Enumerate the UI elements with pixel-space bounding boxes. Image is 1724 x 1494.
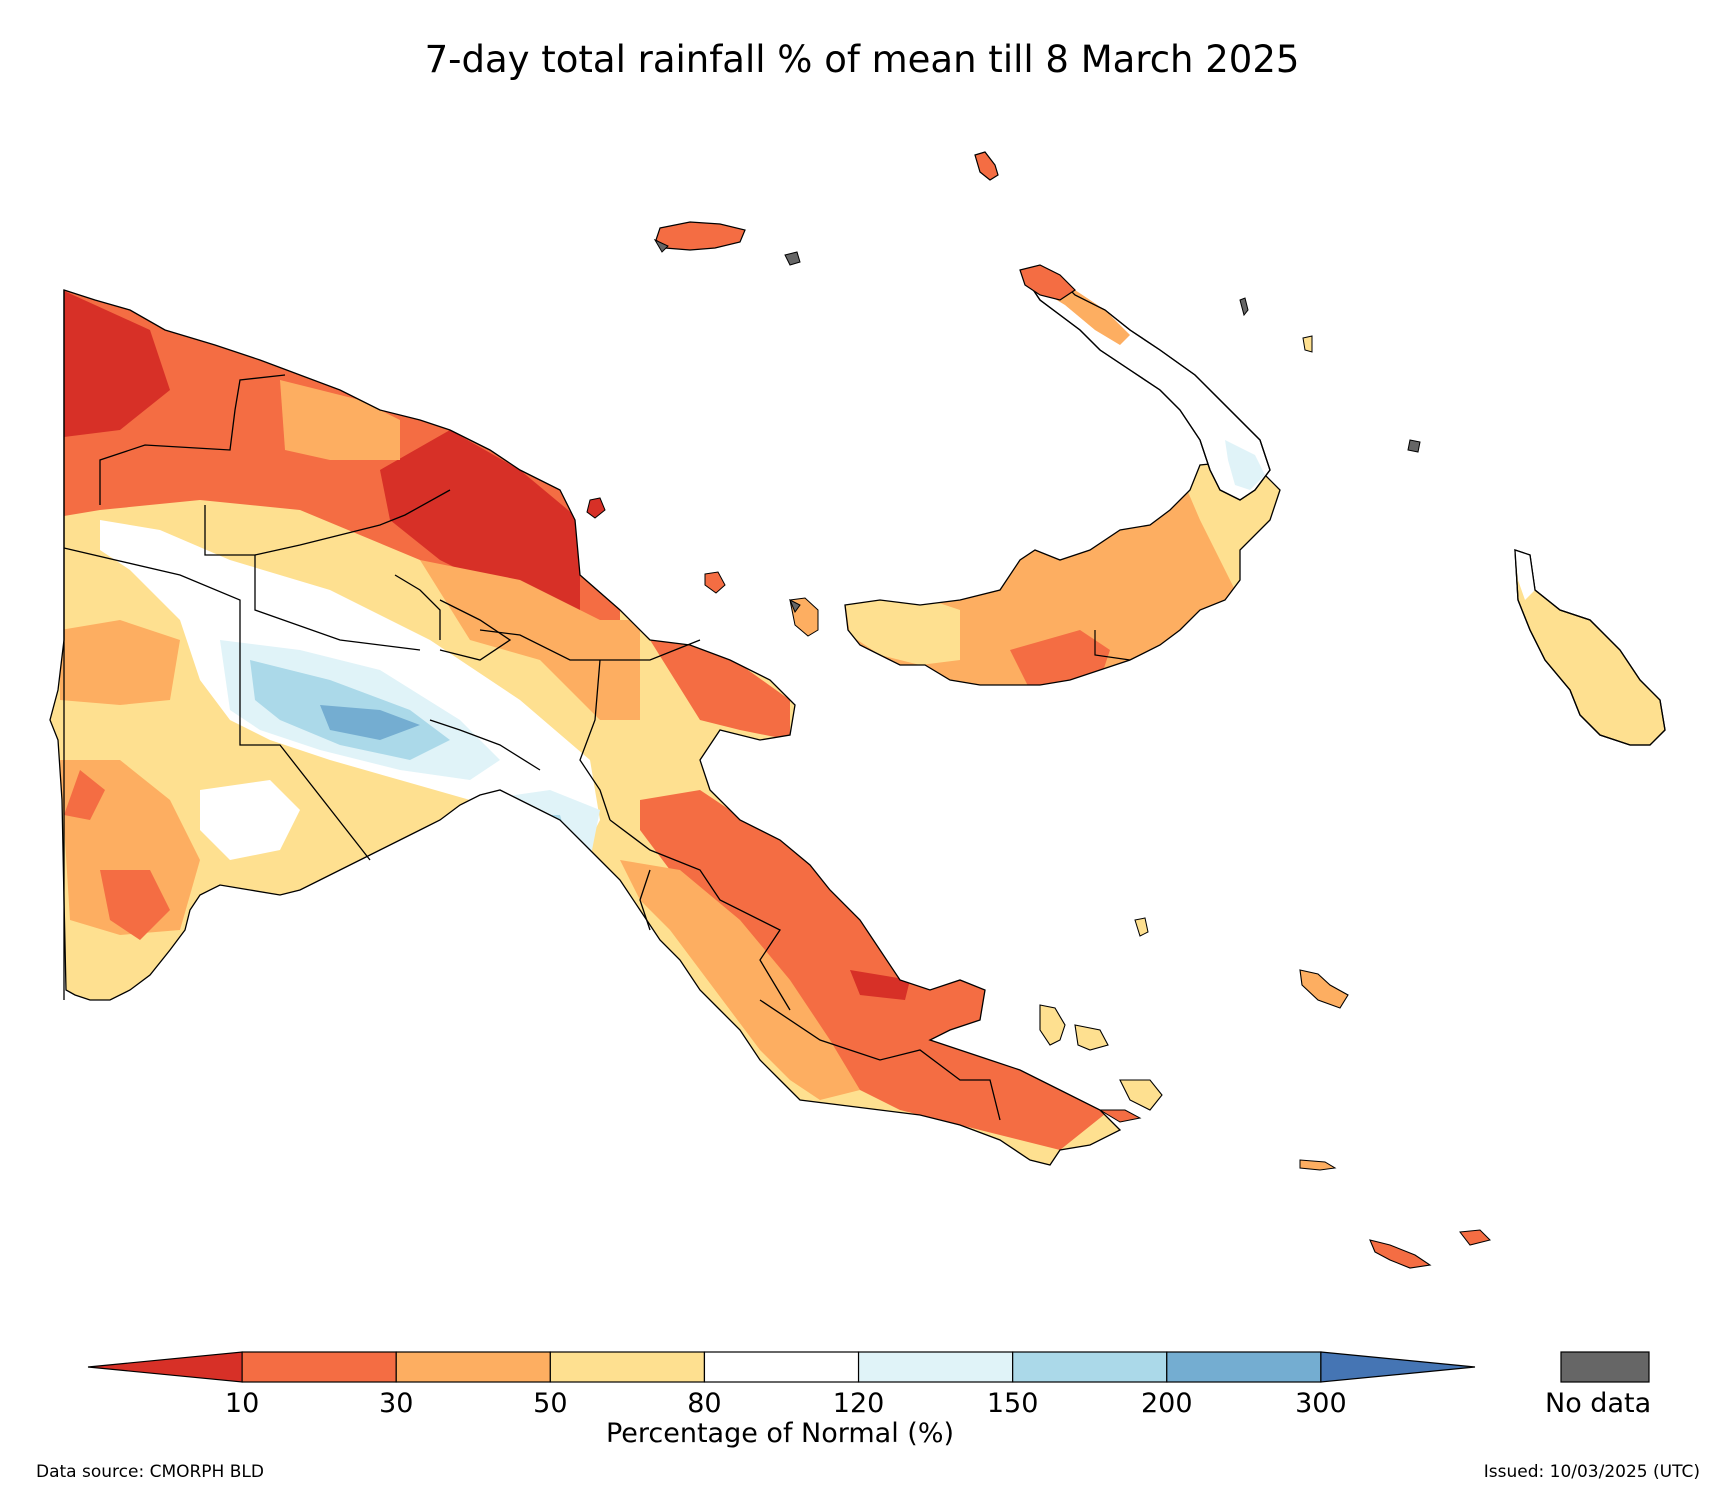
colorbar-bin bbox=[857, 1351, 1014, 1383]
colorbar-bin bbox=[87, 1351, 243, 1383]
colorbar-bin bbox=[1320, 1351, 1476, 1383]
colorbar-tick-label: 150 bbox=[986, 1388, 1039, 1419]
colorbar-tick-label: 80 bbox=[687, 1388, 722, 1419]
colorbar-tick-label: 30 bbox=[379, 1388, 414, 1419]
colorbar-tick-label: 120 bbox=[832, 1388, 885, 1419]
colorbar-tick-label: 200 bbox=[1140, 1388, 1193, 1419]
colorbar-tick-label: 10 bbox=[224, 1388, 260, 1419]
colorbar-bin bbox=[241, 1351, 397, 1383]
colorbar-tick-label: 50 bbox=[533, 1388, 568, 1419]
colorbar-bin bbox=[1166, 1351, 1322, 1383]
nodata-label: No data bbox=[1545, 1388, 1652, 1419]
data-source: Data source: CMORPH BLD bbox=[36, 1462, 264, 1482]
colorbar-bin bbox=[703, 1351, 860, 1383]
colorbar-bin bbox=[395, 1351, 551, 1383]
colorbar-label: Percentage of Normal (%) bbox=[605, 1418, 955, 1449]
nodata-swatch bbox=[1560, 1351, 1650, 1383]
colorbar-tick-label: 300 bbox=[1295, 1388, 1347, 1419]
map-title: 7-day total rainfall % of mean till 8 Ma… bbox=[424, 38, 1300, 81]
new-hanover bbox=[1019, 264, 1076, 301]
colorbar-bin bbox=[1012, 1351, 1168, 1383]
province-boundaries bbox=[63, 374, 1001, 1121]
mainland-coastline bbox=[49, 289, 1122, 1166]
colorbar-bin bbox=[549, 1351, 706, 1383]
issued-date: Issued: 10/03/2025 (UTC) bbox=[1483, 1462, 1700, 1482]
